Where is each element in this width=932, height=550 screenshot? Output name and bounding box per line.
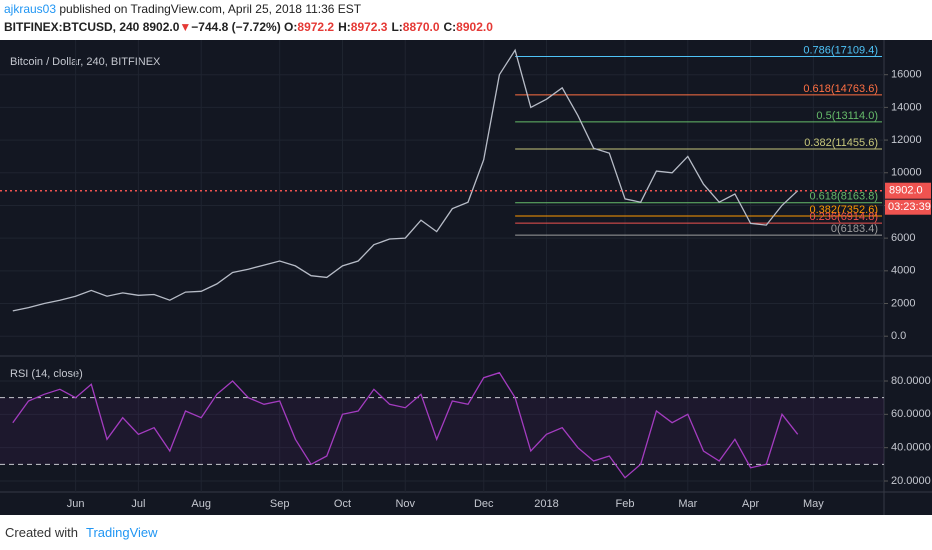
y-tick-label: 6000	[891, 232, 915, 244]
countdown: 03:23:39	[888, 201, 931, 213]
last: 8902.0	[142, 20, 180, 34]
x-tick-label: Feb	[616, 498, 635, 510]
x-tick-label: Aug	[191, 498, 211, 510]
y-tick-label: 60.0000	[891, 408, 931, 420]
x-tick-label: 2018	[534, 498, 558, 510]
user[interactable]: ajkraus03	[4, 2, 57, 16]
y-tick-label: 16000	[891, 69, 922, 81]
brand[interactable]: TradingView	[85, 525, 158, 540]
quote-value: 8870.0	[402, 20, 440, 34]
x-tick-label: Jun	[67, 498, 85, 510]
x-tick-label: May	[803, 498, 824, 510]
chart-title: Bitcoin / Dollar, 240, BITFINEX	[10, 56, 161, 68]
change: −744.8 (−7.72%)	[191, 20, 281, 34]
y-tick-label: 40.0000	[891, 442, 931, 454]
x-tick-label: Oct	[334, 498, 351, 510]
fib-label: 0.382(7352.6)	[810, 204, 879, 216]
x-tick-label: Dec	[474, 498, 494, 510]
y-tick-label: 20.0000	[891, 475, 931, 487]
quote-label: L:	[391, 20, 403, 34]
fib-label: 0.382(11455.6)	[804, 137, 878, 149]
x-tick-label: Sep	[270, 498, 290, 510]
last-price-tag	[885, 182, 931, 199]
arrow: ▼	[179, 20, 192, 34]
quote-value: 8972.2	[297, 20, 335, 34]
fib-label: 0(6183.4)	[831, 223, 878, 235]
published: published on TradingView.com, April 25, …	[59, 2, 362, 16]
y-tick-label: 2000	[891, 297, 915, 309]
y-tick-label: 0.0	[891, 330, 906, 342]
quote-value: 8972.3	[350, 20, 388, 34]
x-tick-label: Jul	[131, 498, 145, 510]
fib-label: 0.618(14763.6)	[803, 83, 878, 95]
y-tick-label: 4000	[891, 265, 915, 277]
quote-label: H:	[338, 20, 351, 34]
quote-value: 8902.0	[456, 20, 493, 34]
header: ajkraus03 published on TradingView.com, …	[0, 0, 932, 40]
last-price-label: 8902.0	[889, 185, 923, 197]
rsi-band-fill	[0, 397, 884, 465]
footer: Created with TradingView	[0, 515, 932, 550]
background	[0, 40, 932, 515]
quote-label: O:	[284, 20, 298, 34]
x-tick-label: Apr	[742, 498, 759, 510]
y-tick-label: 80.0000	[891, 375, 931, 387]
quote-label: C:	[443, 20, 457, 34]
series-line	[12, 48, 799, 312]
symbol: BITFINEX:BTCUSD, 240	[4, 20, 140, 34]
series-line	[12, 371, 799, 479]
fib-label: 0.786(17109.4)	[803, 44, 878, 56]
created: Created with	[5, 525, 78, 540]
countdown-tag	[885, 199, 931, 215]
y-tick-label: 10000	[891, 167, 922, 179]
chart: Bitcoin / Dollar, 240, BITFINEX RSI (14,…	[0, 40, 932, 515]
fib-label: 0.618(8163.8)	[810, 191, 879, 203]
quote: O:8972.2 H:8972.3 L:8870.0 C:8902.0	[284, 20, 497, 34]
y-tick-label: 12000	[891, 134, 922, 146]
x-tick-label: Nov	[395, 498, 415, 510]
rsi-title: RSI (14, close)	[10, 368, 83, 380]
fib-label: 0.5(13114.0)	[816, 110, 878, 122]
quote-line: BITFINEX:BTCUSD, 240 8902.0▼−744.8 (−7.7…	[4, 18, 932, 36]
x-tick-label: Mar	[678, 498, 697, 510]
y-tick-label: 14000	[891, 101, 922, 113]
header-line: ajkraus03 published on TradingView.com, …	[4, 0, 932, 18]
fib-label: 0.236(6914.8)	[810, 211, 879, 223]
